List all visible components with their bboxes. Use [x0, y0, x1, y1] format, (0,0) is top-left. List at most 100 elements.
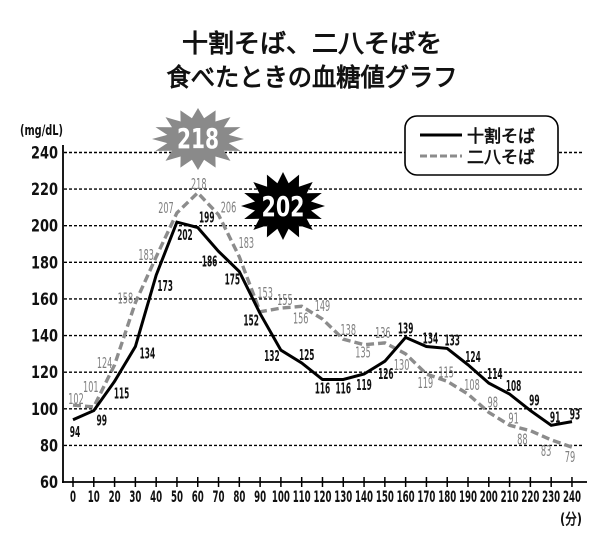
x-tick-label: 10: [88, 487, 100, 506]
data-label-nihachi: 218: [191, 175, 207, 193]
x-tick-label: 210: [501, 487, 519, 506]
data-label-juwari: 126: [378, 365, 394, 383]
series-line-nihachi: [72, 190, 573, 449]
data-label-nihachi: 206: [221, 199, 237, 217]
data-label-nihachi: 183: [239, 234, 255, 252]
data-label-juwari: 139: [398, 319, 414, 337]
data-label-nihachi: 101: [83, 378, 99, 396]
y-tick-label: 120: [31, 363, 58, 383]
data-label-juwari: 173: [157, 277, 173, 295]
data-label-juwari: 116: [315, 379, 331, 397]
legend-label-juwari: 十割そば: [467, 126, 535, 147]
x-tick-label: 220: [521, 487, 539, 506]
y-tick-label: 100: [31, 400, 58, 420]
data-label-nihachi: 79: [565, 448, 576, 466]
data-label-nihachi: 138: [341, 321, 357, 339]
starburst-gray-icon: [152, 108, 244, 170]
starburst-black-icon: [241, 172, 325, 240]
x-tick-label: 80: [233, 487, 245, 506]
data-label-juwari: 152: [243, 312, 259, 330]
x-tick-label: 110: [293, 487, 311, 506]
data-label-juwari: 91: [550, 408, 561, 426]
chart-title-line-2: 食べたときの血糖値グラフ: [167, 63, 458, 92]
data-label-nihachi: 124: [97, 354, 113, 372]
legend-label-nihachi: 二八そば: [467, 148, 535, 168]
legend: 十割そば 二八そば: [404, 115, 559, 176]
data-label-juwari: 202: [177, 226, 193, 244]
data-label-juwari: 133: [444, 331, 460, 349]
data-label-juwari: 94: [70, 423, 81, 441]
y-tick-label: 160: [31, 290, 58, 310]
data-label-nihachi: 98: [488, 393, 499, 411]
x-tick-label: 190: [459, 487, 477, 506]
y-tick-label: 180: [31, 253, 58, 273]
x-tick-label: 150: [376, 487, 394, 506]
callout-nihachi-peak: 218: [152, 108, 244, 170]
data-label-nihachi: 158: [118, 290, 134, 308]
data-label-juwari: 125: [299, 346, 315, 364]
data-label-nihachi: 156: [293, 309, 309, 327]
x-tick-label: 180: [438, 487, 456, 506]
chart-title-line-1: 十割そば、二八そばを: [182, 29, 442, 58]
data-label-juwari: 93: [570, 406, 581, 424]
data-label-nihachi: 119: [418, 374, 434, 392]
data-label-nihachi: 88: [517, 431, 528, 449]
gridlines: [64, 151, 583, 447]
data-label-nihachi: 102: [68, 390, 84, 408]
x-tick-label: 50: [171, 487, 183, 506]
x-tick-label: 230: [542, 487, 560, 506]
data-label-nihachi: 136: [375, 324, 391, 342]
data-label-nihachi: 130: [394, 356, 410, 374]
data-label-nihachi: 155: [277, 291, 293, 309]
data-label-nihachi: 83: [541, 442, 552, 460]
data-label-juwari: 186: [202, 252, 218, 270]
y-tick-label: 240: [31, 143, 58, 163]
data-label-juwari: 108: [506, 377, 522, 395]
data-label-juwari: 175: [225, 270, 241, 288]
data-label-juwari: 132: [264, 347, 280, 365]
legend-box: [404, 115, 559, 176]
data-label-nihachi: 207: [158, 199, 174, 217]
data-label-nihachi: 91: [508, 409, 519, 427]
x-tick-label: 140: [355, 487, 373, 506]
x-axis-unit-label: (分): [560, 510, 582, 528]
x-tick-label: 90: [254, 487, 266, 506]
x-tick-label: 240: [563, 487, 581, 506]
data-label-juwari: 99: [97, 412, 108, 430]
x-tick-label: 30: [129, 487, 141, 506]
x-tick-label: 0: [70, 487, 76, 506]
y-axis-unit-label: (mg/dL): [20, 123, 63, 139]
x-tick-label: 40: [150, 487, 162, 506]
y-tick-label: 140: [31, 327, 58, 347]
data-label-nihachi: 115: [438, 363, 454, 381]
data-label-nihachi: 135: [355, 344, 371, 362]
y-tick-label: 200: [31, 217, 58, 237]
callout-nihachi-peak-value: 218: [177, 122, 219, 155]
x-tick-label: 20: [109, 487, 121, 506]
data-label-juwari: 199: [199, 209, 215, 227]
callout-juwari-peak-value: 202: [262, 190, 305, 223]
data-label-nihachi: 149: [315, 297, 331, 315]
x-tick-label: 120: [313, 487, 331, 506]
data-label-juwari: 115: [114, 384, 130, 402]
x-tick-label: 200: [480, 487, 498, 506]
axes: 60 80 100 120 140 160 180 200 220 240 0 10 20 30 40 50 6…: [31, 143, 587, 506]
callout-juwari-peak: 202: [241, 172, 325, 240]
data-label-juwari: 114: [487, 365, 503, 383]
x-tick-label: 60: [192, 487, 204, 506]
y-tick-label: 220: [31, 180, 58, 200]
data-label-nihachi: 108: [464, 376, 480, 394]
x-tick-label: 70: [213, 487, 225, 506]
series-lines: [72, 190, 573, 449]
data-label-juwari: 134: [140, 345, 156, 363]
data-label-juwari: 99: [529, 392, 540, 410]
x-tick-label: 160: [397, 487, 415, 506]
data-label-juwari: 124: [465, 348, 481, 366]
y-tick-label: 60: [40, 473, 58, 493]
series-line-juwari: [72, 220, 573, 427]
data-label-juwari: 116: [336, 379, 352, 397]
data-label-juwari: 119: [356, 376, 372, 394]
